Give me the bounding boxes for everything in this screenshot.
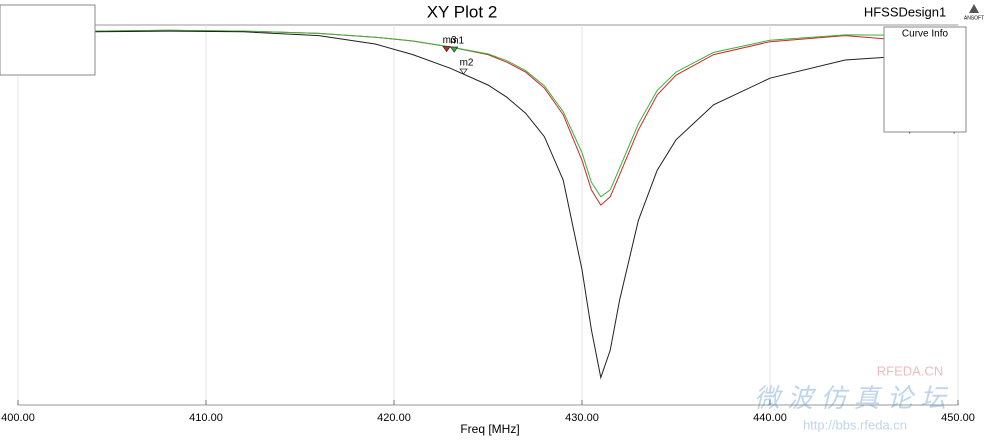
marker-label: m1 (450, 36, 464, 47)
x-tick-label: 430.00 (565, 412, 599, 424)
x-tick-label: 420.00 (377, 412, 411, 424)
watermark-site: RFEDA.CN (877, 363, 943, 378)
marker-symbol (442, 46, 451, 53)
marker-label: m2 (460, 58, 474, 69)
x-tick-label: 440.00 (753, 412, 787, 424)
x-tick-label: 450.00 (941, 412, 975, 424)
logo-icon (969, 4, 979, 13)
logo-text: ANSOFT (964, 15, 984, 21)
design-name: HFSSDesign1 (864, 4, 946, 19)
chart-title: XY Plot 2 (427, 2, 498, 21)
x-axis-label: Freq [MHz] (460, 422, 519, 436)
watermark-url: http://bbs.rfeda.cn (803, 417, 907, 432)
watermark: RFEDA.CN 微 波 仿 真 论 坛 http://bbs.rfeda.cn (754, 363, 949, 432)
plot-area (17, 24, 959, 406)
series-line (17, 29, 959, 198)
x-tick-label: 400.00 (1, 412, 35, 424)
marker-table (0, 4, 96, 76)
series-line (17, 30, 959, 380)
legend-box (883, 26, 967, 133)
marker-label: m3 (443, 35, 457, 46)
watermark-forum: 微 波 仿 真 论 坛 (754, 383, 949, 413)
marker-symbol (459, 68, 468, 75)
legend-title: Curve Info (902, 29, 949, 40)
marker-symbol (449, 46, 459, 53)
x-tick-label: 410.00 (189, 412, 223, 424)
